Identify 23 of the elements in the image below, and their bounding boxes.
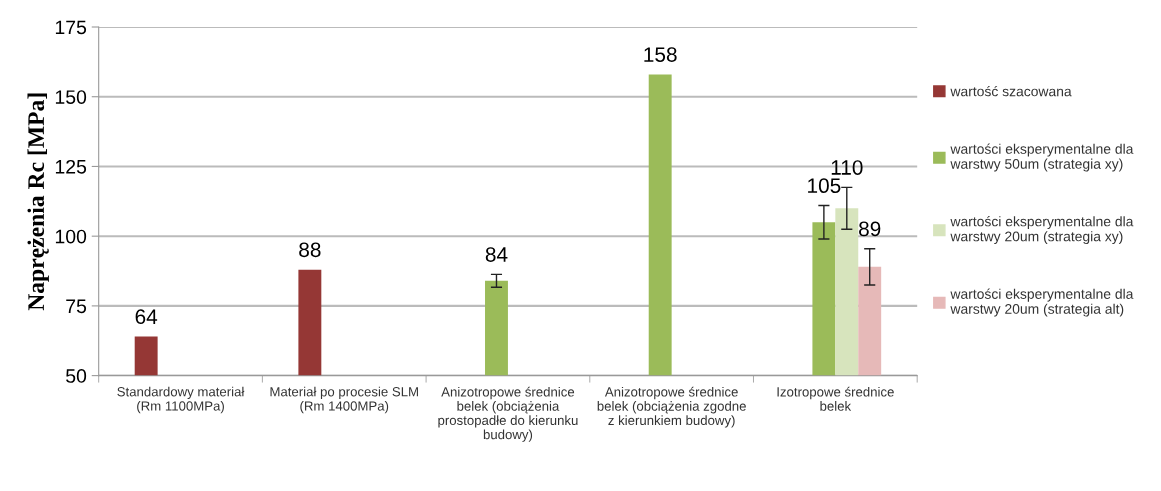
data-label: 105	[808, 178, 841, 194]
x-tick-label: Anizotropowe średnice belek (obciążenia prostopadłe do kierunku budowy)	[438, 386, 578, 442]
y-tick-label: 50	[66, 369, 87, 383]
y-tick-label: 75	[66, 299, 87, 314]
data-label: 64	[135, 309, 158, 325]
y-axis-title: Naprężenia Rc [MPa]	[27, 93, 49, 311]
data-label: 88	[299, 242, 321, 258]
legend-label: wartość szacowana	[950, 85, 1072, 97]
data-label: 84	[485, 247, 508, 262]
legend-label: wartości eksperymentalne dla warstwy 20um (strategia alt)	[950, 288, 1134, 317]
legend-label: wartości eksperymentalne dla warstwy 50um (strategia xy)	[950, 143, 1134, 172]
x-tick-label: Standardowy materiał (Rm 1100MPa)	[117, 386, 245, 414]
legend-label: wartości eksperymentalne dla warstwy 20um (strategia xy)	[950, 216, 1134, 245]
x-tick-label: Anizotropowe średnice belek (obciążenia zgodne z kierunkiem budowy)	[597, 386, 746, 428]
y-tick-label: 175	[55, 20, 87, 35]
x-tick-label: Izotropowe średnice belek	[777, 386, 894, 411]
data-label: 158	[644, 47, 677, 62]
y-tick-label: 125	[55, 159, 87, 174]
y-tick-label: 100	[55, 229, 87, 244]
y-tick-label: 150	[55, 90, 87, 104]
data-label: 110	[831, 160, 863, 175]
data-label: 89	[859, 221, 881, 237]
x-tick-label: Materiał po procesie SLM (Rm 1400MPa)	[270, 386, 418, 414]
